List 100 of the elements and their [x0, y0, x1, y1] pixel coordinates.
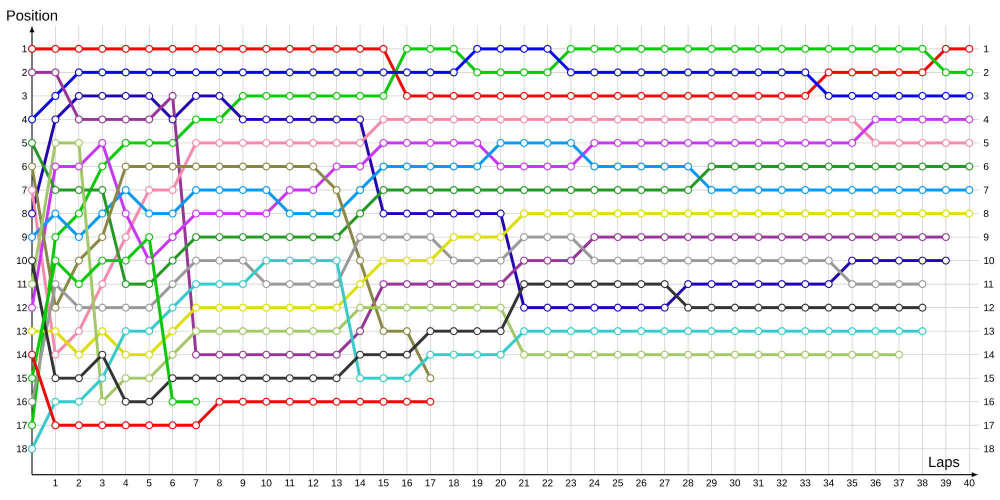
point [192, 210, 200, 218]
y2-tick-label: 13 [984, 328, 994, 335]
y2-tick-label: 14 [984, 351, 994, 358]
point [566, 350, 575, 359]
point [309, 350, 318, 359]
point [51, 350, 60, 359]
point [895, 162, 903, 170]
point [754, 44, 762, 53]
point [754, 68, 762, 76]
point [51, 68, 60, 76]
point [215, 44, 224, 53]
y2-tick-label: 5 [984, 139, 989, 146]
point [51, 398, 60, 406]
x-tick-label: 32 [776, 479, 787, 486]
point [520, 138, 528, 147]
point [614, 256, 622, 265]
point [637, 186, 646, 194]
x-tick-label: 3 [100, 479, 105, 486]
point [730, 280, 739, 288]
point [614, 233, 622, 242]
point [520, 327, 528, 336]
point [145, 68, 154, 76]
point [824, 44, 833, 53]
point [895, 210, 903, 218]
point [637, 138, 646, 147]
point [660, 68, 669, 76]
point [426, 44, 434, 53]
point [28, 350, 36, 359]
point [122, 327, 130, 336]
point [684, 68, 692, 76]
point [754, 304, 762, 312]
point [168, 304, 177, 312]
point [122, 256, 130, 265]
point [544, 92, 552, 100]
point [566, 162, 575, 170]
point [51, 233, 60, 242]
point [356, 92, 364, 100]
point [872, 68, 880, 76]
point [824, 68, 833, 76]
point [215, 115, 224, 124]
point [848, 304, 856, 312]
point [74, 304, 83, 312]
point [28, 444, 36, 453]
point [778, 256, 786, 265]
point [614, 186, 622, 194]
point [402, 138, 411, 147]
point [380, 210, 388, 218]
point [192, 280, 200, 288]
point [637, 210, 646, 218]
point [309, 68, 318, 76]
point [918, 115, 926, 124]
point [51, 186, 60, 194]
point [872, 210, 880, 218]
point [402, 327, 411, 336]
point [566, 68, 575, 76]
point [660, 280, 669, 288]
point [708, 92, 716, 100]
point [918, 280, 926, 288]
point [520, 44, 528, 53]
x-tick-label: 30 [730, 479, 740, 486]
point [614, 350, 622, 359]
point [74, 374, 83, 382]
point [824, 327, 833, 336]
point [168, 350, 177, 359]
point [730, 138, 739, 147]
x-tick-label: 20 [496, 479, 506, 486]
point [730, 92, 739, 100]
point [262, 233, 270, 242]
point [192, 44, 200, 53]
x-tick-label: 6 [170, 479, 175, 486]
point [965, 210, 974, 218]
point [28, 162, 36, 170]
point [824, 210, 833, 218]
y-tick-label: 10 [16, 257, 27, 264]
point [192, 162, 200, 170]
x-tick-label: 26 [636, 479, 646, 486]
point [238, 374, 247, 382]
point [614, 210, 622, 218]
y2-tick-label: 7 [984, 186, 988, 194]
point [215, 256, 224, 265]
point [708, 162, 716, 170]
point [450, 280, 458, 288]
point [590, 68, 598, 76]
point [309, 256, 318, 265]
point [145, 256, 154, 265]
y2-tick-label: 4 [984, 116, 989, 123]
point [309, 92, 318, 100]
point [309, 162, 318, 170]
y-tick-label: 12 [16, 304, 27, 312]
x-tick-label: 5 [146, 479, 152, 486]
point [637, 280, 646, 288]
point [215, 233, 224, 242]
point [824, 350, 833, 359]
point [332, 210, 341, 218]
x-tick-label: 35 [846, 479, 858, 486]
point [778, 280, 786, 288]
point [122, 350, 130, 359]
point [74, 115, 83, 124]
point [918, 256, 926, 265]
point [28, 398, 36, 406]
